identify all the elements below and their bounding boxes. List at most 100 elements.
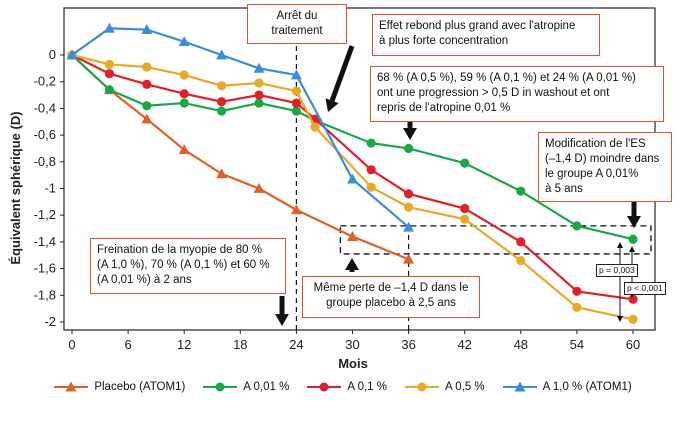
data-point [404,189,414,199]
legend-swatch [404,382,439,392]
data-point [253,62,265,73]
x-tick-label: 42 [457,337,471,352]
arrow-head [325,98,339,112]
data-point [141,113,153,124]
data-point [628,294,638,304]
x-axis-label: Mois [338,356,368,371]
data-point [366,138,376,148]
data-point [178,144,190,155]
y-tick-label: -0,2 [34,74,56,89]
annotation-myopia-slowdown: Freination de la myopie de 80 % (A 1,0 %… [90,238,286,294]
annotation-placebo-loss: Même perte de –1,4 D dans le groupe plac… [302,276,480,318]
series-line [71,54,634,241]
data-point [142,62,152,72]
legend-label: A 1,0 % (ATOM1) [542,381,632,393]
legend-swatch [203,382,238,392]
data-point [572,286,582,296]
arrow-head [403,128,417,140]
data-point [254,98,264,108]
series-layer [66,22,638,324]
p-arrow-003 [617,242,623,322]
data-point [291,106,301,116]
arrow-shaft [329,45,355,102]
p-arrow-head-top [629,246,635,252]
p-arrow-head-top [617,242,623,248]
x-tick-label: 30 [345,337,359,352]
data-point [216,49,228,60]
x-tick-label: 6 [124,337,131,352]
annotation-modification-es: Modification de l'ES (–1,4 D) moindre da… [538,132,672,202]
data-point [460,158,470,168]
annotation-treatment-stop: Arrêt du traitement [247,4,347,44]
data-point [179,89,189,99]
y-tick-label: -1 [44,181,56,196]
x-tick-label: 36 [401,337,415,352]
legend-label: A 0,01 % [243,381,290,393]
y-tick-label: -0,4 [34,100,56,115]
placebo-arrow [345,258,359,272]
data-point [142,79,152,89]
washout-arrow [403,122,417,140]
y-tick-label: -1,2 [34,207,56,222]
annotation-rebound-effect: Effet rebond plus grand avec l'atropine … [372,14,600,56]
data-point [104,59,114,69]
data-point [217,81,227,91]
legend-swatch [502,381,537,392]
y-axis-label: Équivalent sphérique (D) [8,111,23,264]
p-arrow-head-bottom [617,316,623,322]
legend-item-4: A 1,0 % (ATOM1) [502,381,632,393]
x-tick-label: 24 [289,337,303,352]
data-point [310,122,320,132]
annotation-washout-progression: 68 % (A 0,5 %), 59 % (A 0,1 %) et 24 % (… [370,66,664,122]
y-tick-label: -0,8 [34,154,56,169]
data-point [366,182,376,192]
x-tick-label: 0 [68,337,75,352]
data-point [253,183,265,193]
legend-item-1: A 0,01 % [203,381,289,393]
x-tick-label: 60 [626,337,640,352]
y-tick-label: -1,6 [34,261,56,276]
y-tick-label: 0 [49,47,56,62]
data-point [291,86,301,96]
data-point [516,186,526,196]
data-point [291,98,301,108]
p-value-001: p < 0,001 [624,282,666,295]
data-point [142,101,152,111]
data-point [516,237,526,247]
arrow-head [275,314,289,326]
legend-label: Placebo (ATOM1) [94,381,186,393]
data-point [104,85,114,95]
data-point [403,221,415,232]
data-point [179,98,189,108]
data-point [347,231,358,241]
y-tick-label: -0,6 [34,127,56,142]
data-point [217,97,227,107]
data-point [290,69,302,80]
rebound-arrow [325,45,355,112]
arrow-head [627,216,641,228]
legend-label: A 0,5 % [444,381,485,393]
x-tick-label: 12 [177,337,191,352]
legend: Placebo (ATOM1) A 0,01 % A 0,1 % A 0,5 % A 1… [0,376,686,398]
myopia-arrow [275,296,289,326]
data-point [628,234,638,244]
y-tick-label: -1,4 [34,234,56,249]
data-point [254,78,264,88]
legend-swatch [307,382,342,392]
data-point [103,22,115,33]
x-tick-label: 18 [233,337,247,352]
data-point [366,165,376,175]
modification-arrow [627,202,641,228]
y-tick-label: -2 [44,314,56,329]
y-tick-label: -1,8 [34,287,56,302]
data-point [216,168,228,179]
legend-item-3: A 0,5 % [404,381,485,393]
arrow-layer [275,45,641,326]
data-point [628,314,638,324]
legend-item-2: A 0,1 % [307,381,387,393]
data-point [347,173,358,184]
series-line [71,53,634,321]
data-point [178,36,190,47]
legend-swatch [54,381,89,392]
p-value-003: p = 0,003 [596,264,638,277]
